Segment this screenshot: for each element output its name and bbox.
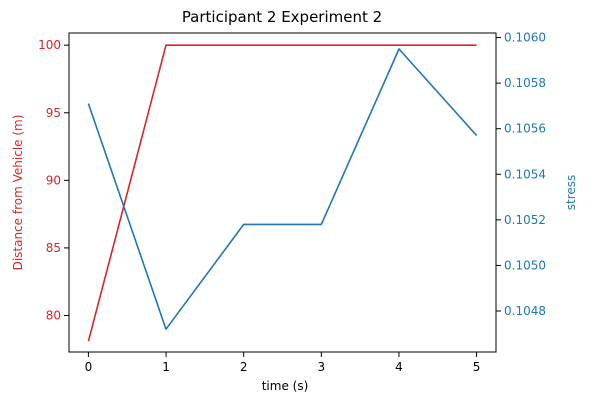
- x-tick-label: 5: [473, 360, 481, 374]
- x-tick-label: 2: [240, 360, 248, 374]
- y-right-tick-label: 0.1060: [504, 31, 546, 45]
- y-left-tick-label: 90: [46, 173, 61, 187]
- series-line-right: [87, 48, 478, 331]
- series-line-left: [87, 44, 477, 342]
- y-right-tick-label: 0.1058: [504, 76, 546, 90]
- x-tick-label: 0: [85, 360, 93, 374]
- x-tick-label: 3: [317, 360, 325, 374]
- y-right-tick-label: 0.1056: [504, 122, 546, 136]
- plot-frame: [68, 32, 497, 353]
- ticks-layer: 0 1 2 3 4 5 80 85 90 95 100 0.1048 0.1050 0.1052 0.105…: [38, 31, 546, 374]
- y-right-tick-label: 0.1052: [504, 213, 546, 227]
- chart-title: Participant 2 Experiment 2: [182, 8, 382, 26]
- y-right-tick-label: 0.1050: [504, 258, 546, 272]
- x-axis-label: time (s): [262, 379, 309, 393]
- x-tick-label: 1: [162, 360, 170, 374]
- y-left-tick-label: 80: [46, 309, 61, 323]
- y-right-tick-label: 0.1048: [504, 304, 546, 318]
- y-left-tick-label: 85: [46, 241, 61, 255]
- series-layer: [87, 44, 478, 342]
- y-right-tick-label: 0.1054: [504, 167, 546, 181]
- y-axis-label-left: Distance from Vehicle (m): [11, 115, 25, 271]
- y-left-tick-label: 100: [38, 38, 61, 52]
- y-left-tick-label: 95: [46, 106, 61, 120]
- x-tick-label: 4: [395, 360, 403, 374]
- y-axis-label-right: stress: [564, 175, 578, 211]
